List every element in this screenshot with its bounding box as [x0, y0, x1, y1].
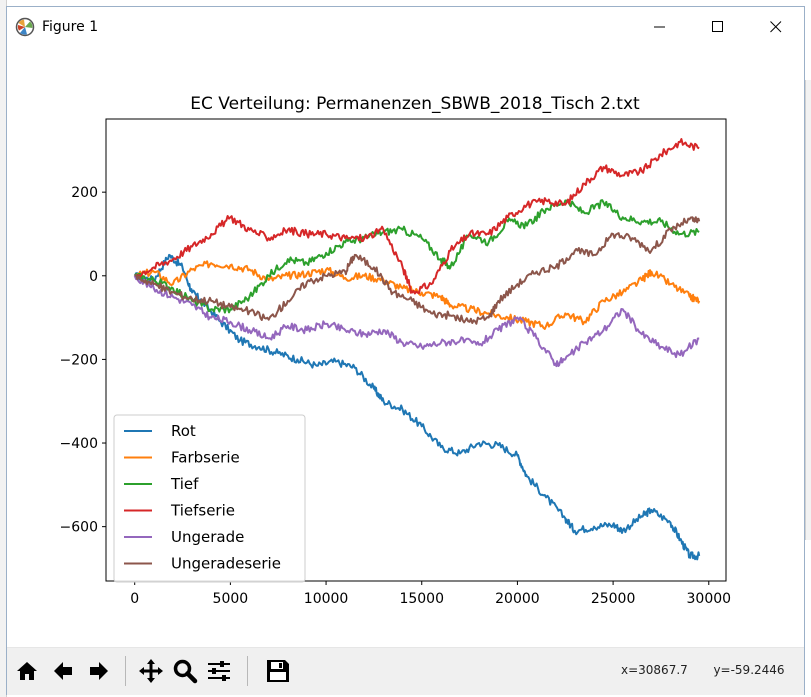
x-tick-label: 0	[130, 591, 139, 607]
x-tick-label: 20000	[495, 591, 540, 607]
x-tick-label: 30000	[687, 591, 732, 607]
minimize-icon	[654, 26, 665, 28]
x-tick-label: 5000	[213, 591, 249, 607]
toolbar-separator	[247, 656, 248, 686]
minimize-button[interactable]	[631, 7, 689, 47]
maximize-icon	[712, 21, 723, 32]
legend-label: Farbserie	[171, 449, 240, 467]
legend-label: Tiefserie	[170, 502, 235, 520]
coords-y: y=-59.2446	[713, 663, 785, 677]
zoom-icon	[173, 659, 198, 684]
series-line-tiefserie	[134, 138, 700, 295]
line-chart[interactable]: EC Verteilung: Permanenzen_SBWB_2018_Tis…	[7, 47, 804, 647]
window-title: Figure 1	[42, 19, 99, 35]
pan-button[interactable]	[135, 655, 167, 687]
y-tick-label: −200	[60, 352, 98, 368]
cursor-coordinates: x=30867.7 y=-59.2446	[621, 663, 785, 677]
zoom-button[interactable]	[169, 655, 201, 687]
figure-window: Figure 1 EC Verteilung: Permanenzen_SBWB…	[6, 6, 805, 695]
legend-box	[113, 414, 306, 583]
legend-label: Tief	[170, 475, 199, 493]
save-button[interactable]	[262, 655, 294, 687]
y-tick-label: 200	[71, 185, 98, 201]
x-tick-label: 25000	[591, 591, 636, 607]
x-tick-label: 15000	[399, 591, 444, 607]
maximize-button[interactable]	[689, 7, 747, 47]
matplotlib-logo-icon	[15, 17, 35, 37]
home-button[interactable]	[11, 655, 43, 687]
title-bar[interactable]: Figure 1	[7, 7, 804, 47]
pan-icon	[139, 659, 163, 683]
navigation-toolbar: x=30867.7 y=-59.2446	[7, 647, 804, 695]
home-icon	[17, 662, 37, 680]
close-icon	[770, 21, 782, 33]
close-button[interactable]	[747, 7, 805, 47]
series-line-tief	[133, 199, 700, 314]
back-button[interactable]	[47, 655, 79, 687]
configure-subplots-icon	[208, 661, 230, 681]
y-tick-label: −600	[60, 520, 98, 536]
forward-arrow-icon	[90, 662, 108, 680]
legend-label: Rot	[171, 422, 196, 440]
coords-x: x=30867.7	[621, 663, 688, 677]
toolbar-separator	[125, 656, 126, 686]
y-tick-label: −400	[60, 436, 98, 452]
figure-canvas[interactable]: EC Verteilung: Permanenzen_SBWB_2018_Tis…	[7, 47, 804, 647]
configure-subplots-button[interactable]	[203, 655, 235, 687]
series-line-ungeradeserie	[134, 216, 701, 325]
back-arrow-icon	[54, 662, 72, 680]
background-window-edge-right	[805, 80, 811, 540]
y-tick-label: 0	[89, 269, 98, 285]
x-tick-label: 10000	[304, 591, 349, 607]
legend-label: Ungeradeserie	[171, 555, 281, 573]
legend-label: Ungerade	[171, 528, 244, 546]
save-icon	[267, 660, 289, 682]
chart-title: EC Verteilung: Permanenzen_SBWB_2018_Tis…	[190, 94, 640, 114]
series-line-ungerade	[133, 275, 700, 368]
series-line-farbserie	[134, 260, 701, 330]
forward-button[interactable]	[83, 655, 115, 687]
